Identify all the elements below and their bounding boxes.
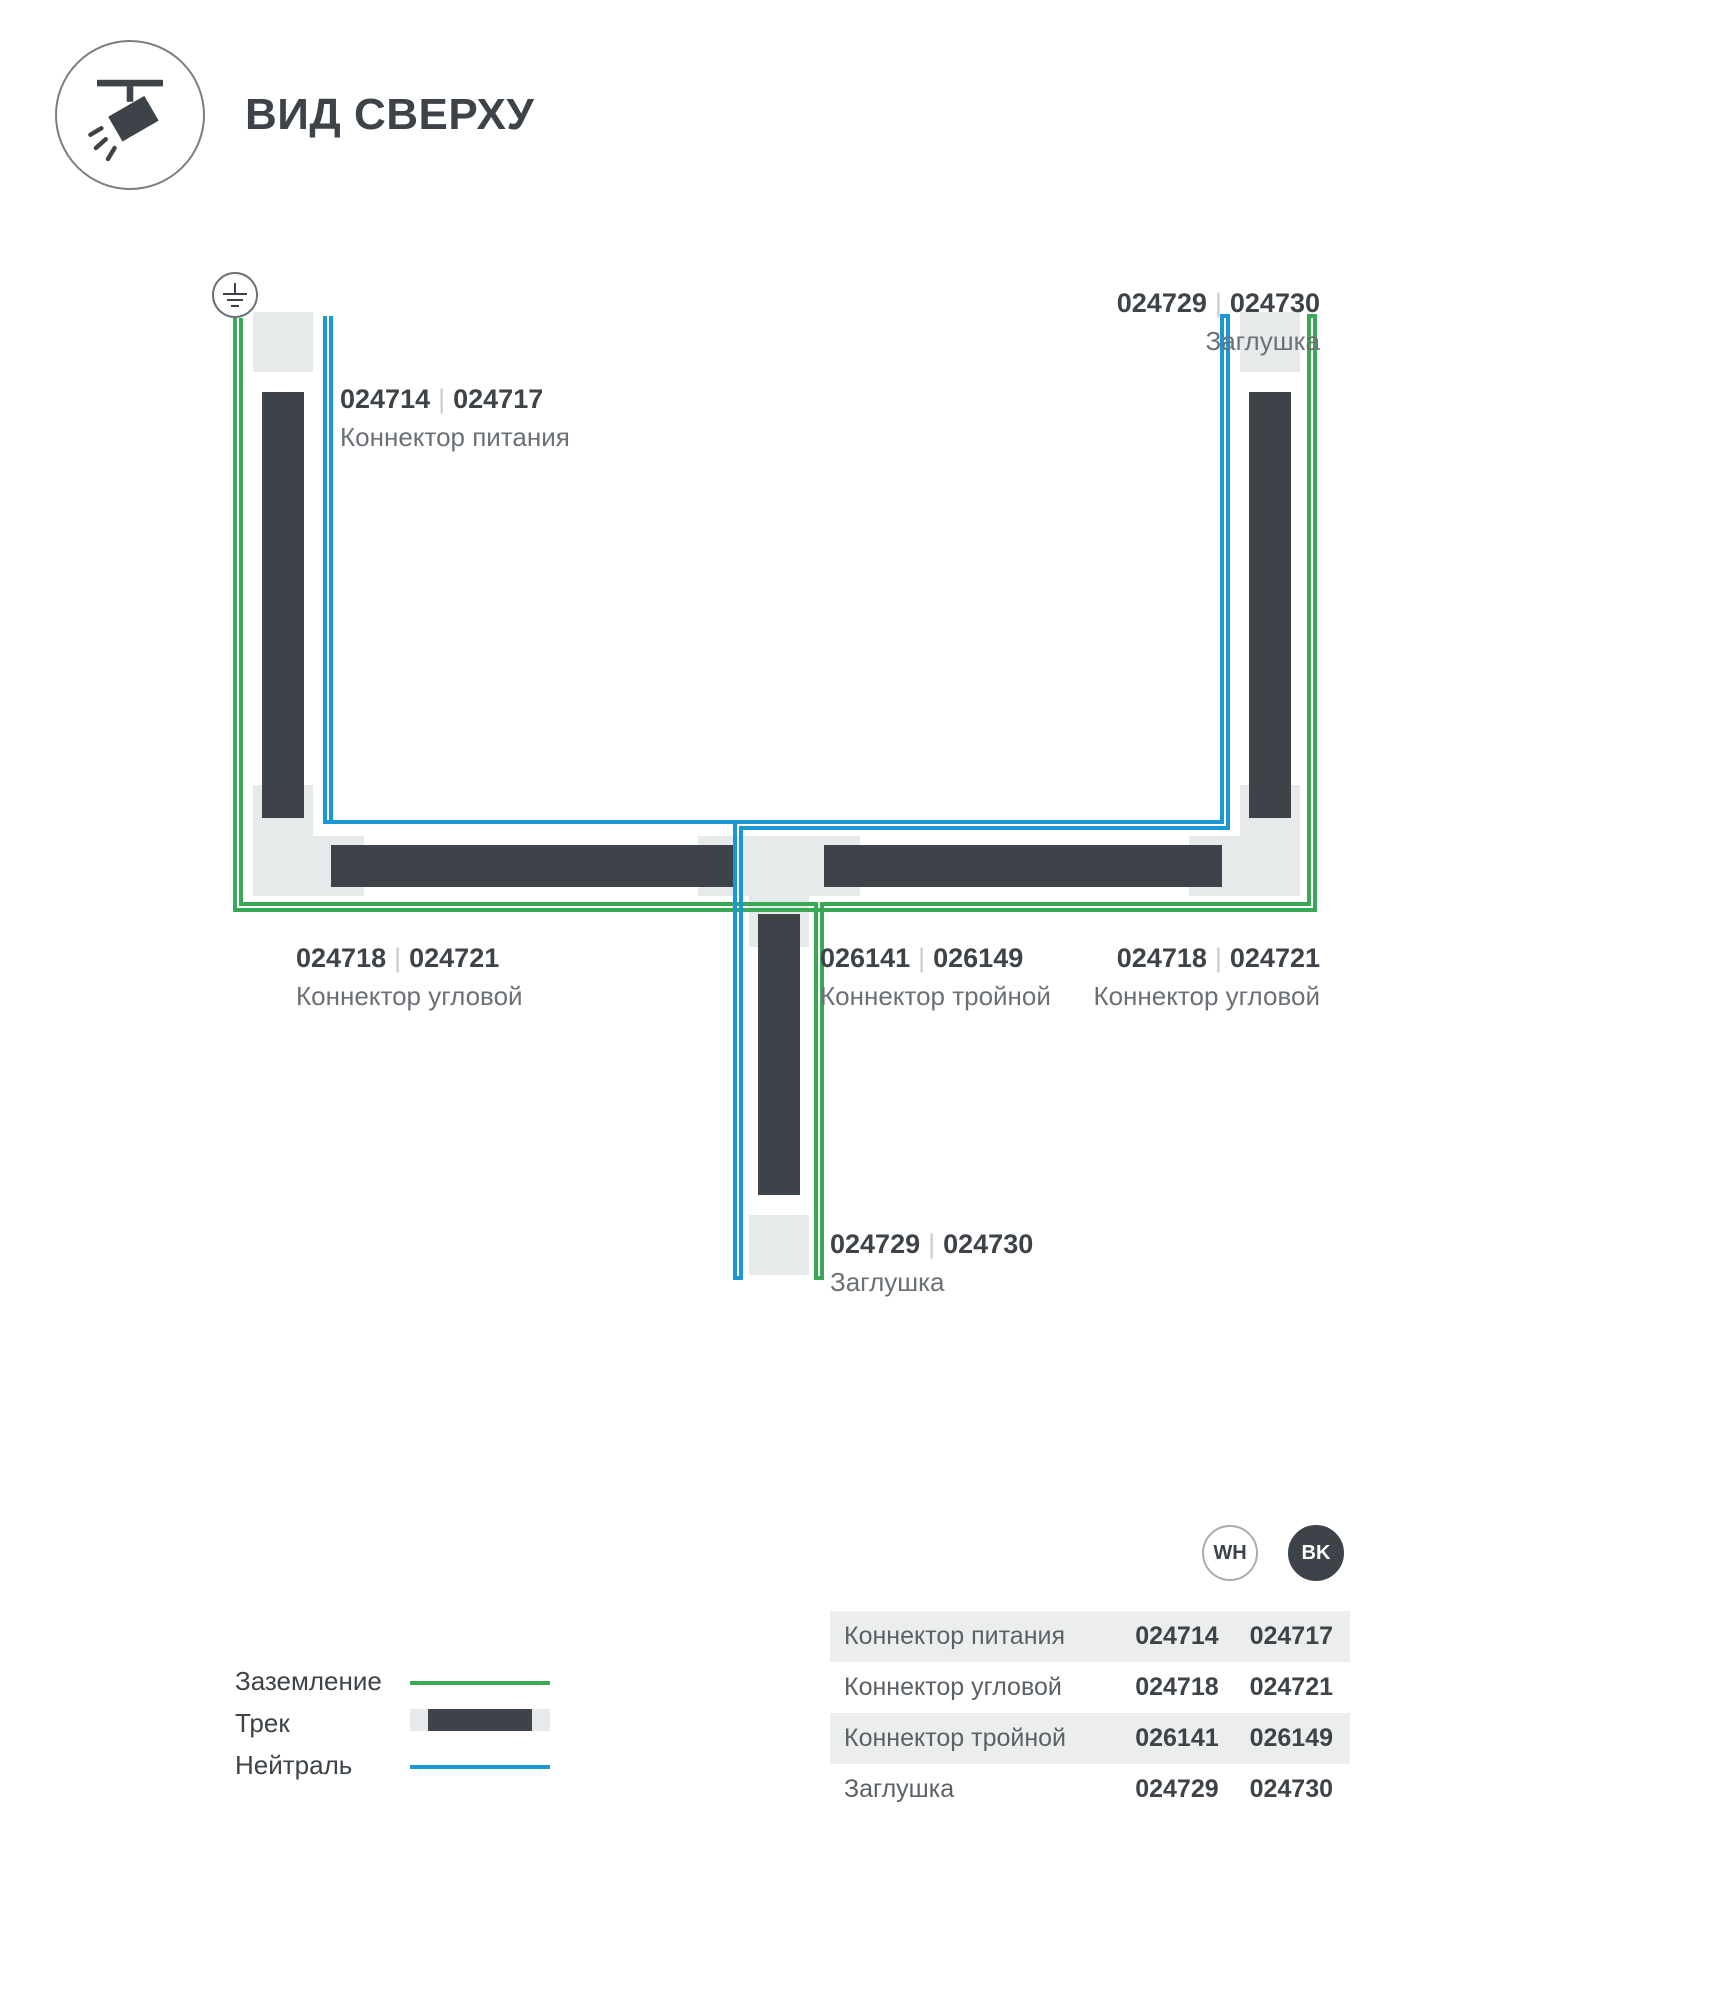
part-description: Коннектор угловой	[296, 980, 523, 1013]
part-code-wh: 024729	[1121, 1764, 1235, 1815]
part-description: Коннектор тройной	[820, 980, 1051, 1013]
part-code-wh: 024718	[1121, 1662, 1235, 1713]
code-bk: 024730	[1230, 288, 1320, 318]
part-description: Коннектор питания	[340, 421, 570, 454]
color-badge-wh: WH	[1202, 1525, 1258, 1581]
part-codes: 024729|024730	[830, 1228, 1033, 1262]
table-row: Коннектор угловой024718024721	[830, 1662, 1350, 1713]
part-code-bk: 024721	[1236, 1662, 1350, 1713]
table-row: Коннектор тройной026141026149	[830, 1713, 1350, 1764]
code-separator: |	[920, 1229, 943, 1259]
code-bk: 026149	[933, 943, 1023, 973]
code-wh: 024729	[1117, 288, 1207, 318]
part-table: Коннектор питания024714024717Коннектор у…	[830, 1611, 1350, 1815]
part-codes: 024729|024730	[1117, 287, 1320, 321]
code-separator: |	[1207, 943, 1230, 973]
part-codes: 024718|024721	[1093, 942, 1320, 976]
legend-neutral: Нейтраль	[235, 1744, 550, 1786]
code-wh: 024729	[830, 1229, 920, 1259]
track-diagram	[0, 0, 1729, 1400]
part-description: Заглушка	[1117, 325, 1320, 358]
code-separator: |	[386, 943, 409, 973]
part-code-wh: 026141	[1121, 1713, 1235, 1764]
code-wh: 024718	[1117, 943, 1207, 973]
part-description: Коннектор угловой	[1093, 980, 1320, 1013]
legend-label: Заземление	[235, 1666, 410, 1697]
color-badge-bk: BK	[1288, 1525, 1344, 1581]
part-label: 024729|024730 Заглушка	[830, 1228, 1033, 1298]
code-bk: 024730	[943, 1229, 1033, 1259]
part-name: Коннектор угловой	[830, 1662, 1121, 1713]
part-description: Заглушка	[830, 1266, 1033, 1299]
legend-label: Трек	[235, 1708, 410, 1739]
part-label: 024714|024717 Коннектор питания	[340, 383, 570, 453]
part-code-wh: 024714	[1121, 1611, 1235, 1662]
code-bk: 024721	[409, 943, 499, 973]
code-separator: |	[1207, 288, 1230, 318]
legend-track: Трек	[235, 1702, 550, 1744]
table-row: Заглушка024729024730	[830, 1764, 1350, 1815]
page: ВИД СВЕРХУ 024714|024717Коннектор питани…	[0, 0, 1729, 2000]
code-wh: 024714	[340, 384, 430, 414]
part-codes: 024714|024717	[340, 383, 570, 417]
part-code-bk: 026149	[1236, 1713, 1350, 1764]
part-code-bk: 024730	[1236, 1764, 1350, 1815]
part-codes: 026141|026149	[820, 942, 1051, 976]
code-bk: 024717	[453, 384, 543, 414]
table-row: Коннектор питания024714024717	[830, 1611, 1350, 1662]
part-name: Коннектор питания	[830, 1611, 1121, 1662]
part-codes: 024718|024721	[296, 942, 523, 976]
part-number-table: WHBK Коннектор питания024714024717Коннек…	[830, 1525, 1350, 1815]
part-label: 024718|024721 Коннектор угловой	[296, 942, 523, 1012]
code-wh: 026141	[820, 943, 910, 973]
legend-label: Нейтраль	[235, 1750, 410, 1781]
line-legend: Заземление Трек Нейтраль	[235, 1660, 550, 1786]
legend-ground: Заземление	[235, 1660, 550, 1702]
code-separator: |	[430, 384, 453, 414]
part-name: Коннектор тройной	[830, 1713, 1121, 1764]
legend-swatch-neutral	[410, 1750, 550, 1781]
part-name: Заглушка	[830, 1764, 1121, 1815]
part-code-bk: 024717	[1236, 1611, 1350, 1662]
code-bk: 024721	[1230, 943, 1320, 973]
legend-swatch-track	[410, 1705, 550, 1742]
code-separator: |	[910, 943, 933, 973]
color-variant-badges: WH BK	[830, 1525, 1350, 1581]
part-label: 024718|024721 Коннектор угловой	[1093, 942, 1320, 1012]
part-label: 026141|026149 Коннектор тройной	[820, 942, 1051, 1012]
code-wh: 024718	[296, 943, 386, 973]
part-label: 024729|024730 Заглушка	[1117, 287, 1320, 357]
legend-swatch-ground	[410, 1666, 550, 1697]
